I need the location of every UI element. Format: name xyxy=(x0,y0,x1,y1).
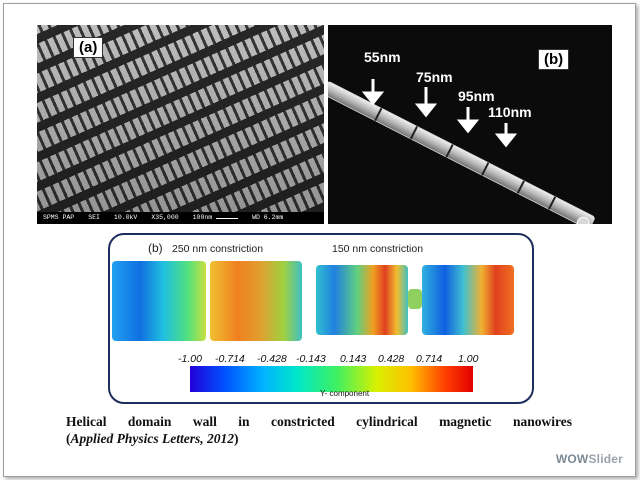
sem-info-scale: 100nm xyxy=(193,212,239,224)
arrow-label-75nm: 75nm xyxy=(416,69,453,85)
nanowire-drawing xyxy=(328,79,595,224)
sem-info-bar: SPMS PAP SEI 10.0kV X35,000 100nm WD 6.2… xyxy=(37,212,324,224)
sem-info-magnification: X35,000 xyxy=(151,214,179,221)
tick-4: 0.143 xyxy=(340,353,367,365)
simulation-label: (b) xyxy=(148,241,163,255)
wowslider-watermark: WOWSlider xyxy=(555,452,623,466)
caption-word: Helical xyxy=(66,414,107,429)
sem-image-a: (a) SPMS PAP SEI 10.0kV X35,000 100nm WD… xyxy=(37,25,324,224)
tick-7: 1.00 xyxy=(458,353,479,365)
constriction-neck xyxy=(408,289,422,309)
caption-line-2: (Applied Physics Letters, 2012) xyxy=(66,431,239,446)
panel-a-label: (a) xyxy=(73,37,104,58)
journal-citation: Applied Physics Letters, 2012 xyxy=(70,431,234,446)
simulation-panel: (b) 250 nm constriction 150 nm constrict… xyxy=(108,233,534,404)
tick-3: -0.143 xyxy=(296,353,326,365)
arrow-label-95nm: 95nm xyxy=(458,88,495,104)
slide: (a) SPMS PAP SEI 10.0kV X35,000 100nm WD… xyxy=(3,3,636,477)
left-segment-1 xyxy=(112,261,206,341)
caption-word: magnetic xyxy=(439,414,492,429)
arrow-label-110nm: 110nm xyxy=(488,104,532,120)
sem-image-b: (b) 55nm 75nm 95nm 110nm xyxy=(328,25,612,224)
left-constriction-title: 250 nm constriction xyxy=(172,243,264,255)
right-segment-1 xyxy=(316,265,408,335)
arrow-label-55nm: 55nm xyxy=(364,49,401,65)
caption-word: domain xyxy=(127,414,172,429)
tick-2: -0.428 xyxy=(257,353,287,365)
sem-info-lab: SPMS PAP xyxy=(43,214,75,221)
figure-caption: Helical domain wall in constricted cylin… xyxy=(66,413,572,447)
tick-5: 0.428 xyxy=(378,353,405,365)
caption-line-1: Helical domain wall in constricted cylin… xyxy=(66,413,572,430)
right-constriction-title: 150 nm constriction xyxy=(332,243,424,255)
caption-word: wall xyxy=(192,414,217,429)
tick-0: -1.00 xyxy=(178,353,202,365)
caption-word: cylindrical xyxy=(356,414,418,429)
caption-word: in xyxy=(238,414,250,429)
panel-b-label: (b) xyxy=(538,49,570,70)
left-segment-2 xyxy=(210,261,302,341)
tick-6: 0.714 xyxy=(416,353,443,365)
sem-info-wd: WD 6.2mm xyxy=(252,214,284,221)
sem-info-voltage: 10.0kV xyxy=(113,214,138,221)
sem-info-mode: SEI xyxy=(88,214,100,221)
tick-1: -0.714 xyxy=(215,353,245,365)
colorbar xyxy=(190,366,473,392)
caption-word: nanowires xyxy=(512,414,572,429)
right-segment-2 xyxy=(422,265,514,335)
colorbar-label: Y- component xyxy=(320,389,370,398)
caption-word: constricted xyxy=(270,414,335,429)
